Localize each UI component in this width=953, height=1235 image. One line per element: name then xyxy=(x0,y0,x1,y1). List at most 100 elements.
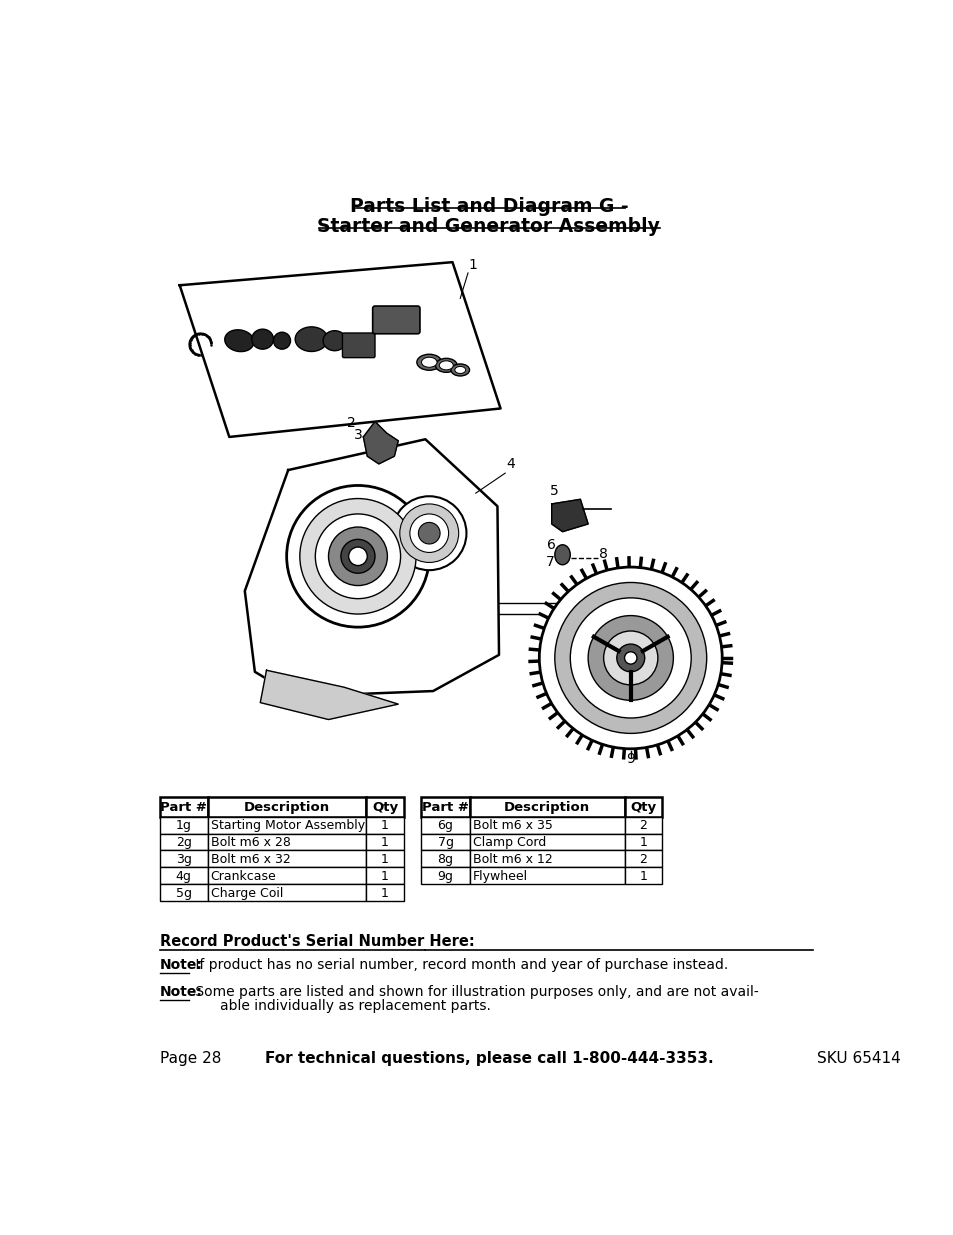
Text: Description: Description xyxy=(503,802,590,814)
Bar xyxy=(208,851,366,867)
Text: Qty: Qty xyxy=(372,802,397,814)
Text: SKU 65414: SKU 65414 xyxy=(816,1051,900,1066)
Text: Page 28: Page 28 xyxy=(159,1051,221,1066)
Text: 1: 1 xyxy=(639,836,646,850)
Circle shape xyxy=(328,527,387,585)
Ellipse shape xyxy=(439,361,453,369)
Text: 3g: 3g xyxy=(175,853,192,866)
Polygon shape xyxy=(245,440,498,697)
Ellipse shape xyxy=(294,327,328,352)
Text: Note:: Note: xyxy=(159,958,202,972)
Bar xyxy=(208,867,366,884)
Bar xyxy=(159,884,208,902)
Ellipse shape xyxy=(252,330,274,350)
Text: 1: 1 xyxy=(381,853,389,866)
FancyBboxPatch shape xyxy=(342,333,375,358)
Text: Bolt m6 x 28: Bolt m6 x 28 xyxy=(211,836,291,850)
Text: Clamp Cord: Clamp Cord xyxy=(472,836,545,850)
Circle shape xyxy=(315,514,400,599)
Text: 1g: 1g xyxy=(175,819,192,832)
Text: Record Product's Serial Number Here:: Record Product's Serial Number Here: xyxy=(159,934,474,948)
Text: 1: 1 xyxy=(639,871,646,883)
Text: 9: 9 xyxy=(626,752,635,766)
Bar xyxy=(624,851,661,867)
Bar xyxy=(421,834,469,851)
Polygon shape xyxy=(551,499,587,531)
Text: Bolt m6 x 12: Bolt m6 x 12 xyxy=(472,853,552,866)
Text: 5: 5 xyxy=(550,484,558,498)
Polygon shape xyxy=(260,671,397,720)
Text: able individually as replacement parts.: able individually as replacement parts. xyxy=(220,999,491,1013)
Circle shape xyxy=(624,652,637,664)
Text: 1: 1 xyxy=(468,258,476,272)
Text: 8g: 8g xyxy=(437,853,453,866)
Circle shape xyxy=(399,504,458,562)
Text: 1: 1 xyxy=(381,871,389,883)
Text: 7: 7 xyxy=(545,555,554,568)
Bar xyxy=(624,834,661,851)
Text: Description: Description xyxy=(244,802,330,814)
Ellipse shape xyxy=(555,545,570,564)
Circle shape xyxy=(555,583,706,734)
Text: 1: 1 xyxy=(381,887,389,900)
Text: Bolt m6 x 35: Bolt m6 x 35 xyxy=(472,819,552,832)
Text: For technical questions, please call 1-800-444-3353.: For technical questions, please call 1-8… xyxy=(264,1051,713,1066)
FancyBboxPatch shape xyxy=(373,306,419,333)
Text: 8: 8 xyxy=(598,547,607,561)
Bar xyxy=(208,834,366,851)
Text: Starting Motor Assembly: Starting Motor Assembly xyxy=(211,819,364,832)
Circle shape xyxy=(617,645,644,672)
Circle shape xyxy=(410,514,448,552)
Bar xyxy=(159,798,208,816)
Bar xyxy=(366,798,403,816)
Text: 4: 4 xyxy=(506,457,515,471)
Bar xyxy=(366,884,403,902)
Ellipse shape xyxy=(274,332,291,350)
Text: 4g: 4g xyxy=(175,871,192,883)
Text: Flywheel: Flywheel xyxy=(472,871,527,883)
Circle shape xyxy=(418,522,439,543)
Text: Part #: Part # xyxy=(160,802,207,814)
Text: 2: 2 xyxy=(639,819,646,832)
Text: Bolt m6 x 32: Bolt m6 x 32 xyxy=(211,853,290,866)
Text: 2: 2 xyxy=(347,416,355,430)
Text: 6g: 6g xyxy=(437,819,453,832)
Text: Note:: Note: xyxy=(159,986,202,999)
Text: Some parts are listed and shown for illustration purposes only, and are not avai: Some parts are listed and shown for illu… xyxy=(191,986,758,999)
Circle shape xyxy=(538,567,721,748)
Polygon shape xyxy=(179,262,500,437)
Bar xyxy=(366,851,403,867)
Bar xyxy=(469,867,624,884)
Bar xyxy=(366,816,403,834)
Ellipse shape xyxy=(451,364,469,375)
Bar xyxy=(624,816,661,834)
Bar xyxy=(624,798,661,816)
Text: Charge Coil: Charge Coil xyxy=(211,887,283,900)
Ellipse shape xyxy=(225,330,253,352)
Text: If product has no serial number, record month and year of purchase instead.: If product has no serial number, record … xyxy=(191,958,727,972)
Bar xyxy=(469,798,624,816)
Bar xyxy=(421,816,469,834)
Circle shape xyxy=(570,598,691,718)
Bar xyxy=(469,851,624,867)
Circle shape xyxy=(603,631,658,685)
Text: Parts List and Diagram G -: Parts List and Diagram G - xyxy=(349,196,628,216)
Bar xyxy=(159,834,208,851)
Text: 7g: 7g xyxy=(437,836,453,850)
Ellipse shape xyxy=(455,367,465,373)
Polygon shape xyxy=(363,421,397,464)
Bar xyxy=(366,834,403,851)
Text: 2g: 2g xyxy=(175,836,192,850)
Bar xyxy=(208,884,366,902)
Text: Crankcase: Crankcase xyxy=(211,871,276,883)
Ellipse shape xyxy=(323,331,346,351)
Bar xyxy=(624,867,661,884)
Text: Starter and Generator Assembly: Starter and Generator Assembly xyxy=(317,217,659,236)
Text: Part #: Part # xyxy=(421,802,469,814)
Bar xyxy=(366,867,403,884)
Text: Qty: Qty xyxy=(629,802,656,814)
Text: 5g: 5g xyxy=(175,887,192,900)
Circle shape xyxy=(299,499,416,614)
Bar xyxy=(421,867,469,884)
Text: 6: 6 xyxy=(547,537,556,552)
